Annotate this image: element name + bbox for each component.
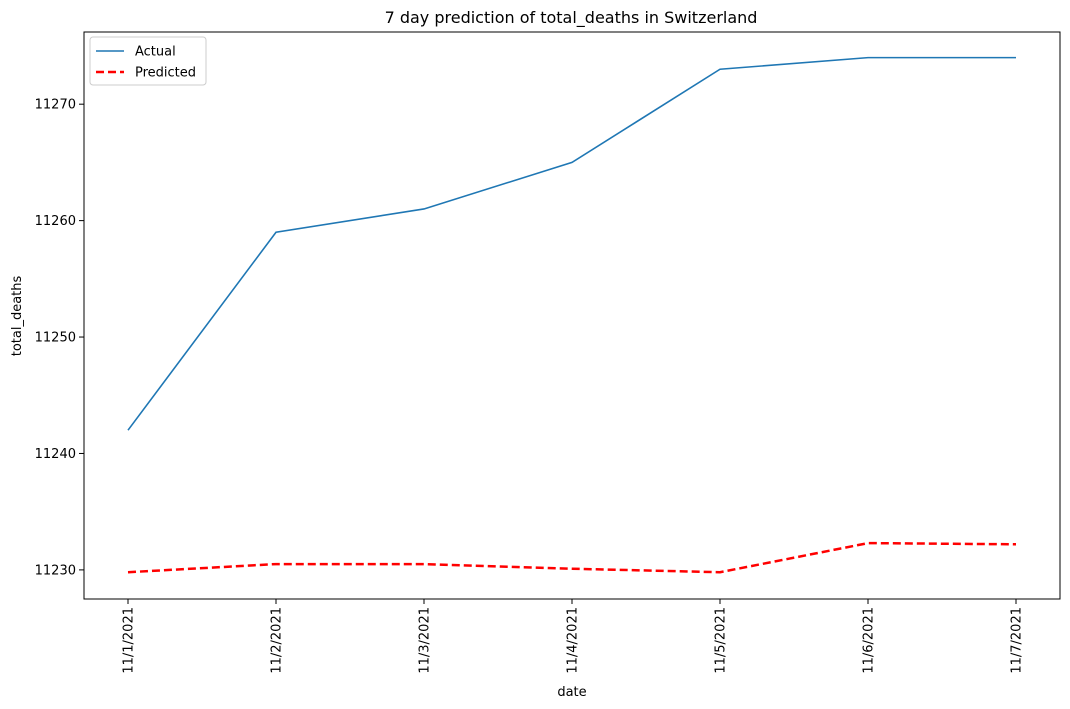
plot-area <box>83 31 1061 600</box>
x-tick-label: 11/6/2021 <box>862 607 877 674</box>
x-tick-label: 11/3/2021 <box>418 607 433 674</box>
x-tick-label: 11/4/2021 <box>566 607 581 674</box>
x-tick-label: 11/7/2021 <box>1010 607 1025 674</box>
legend-label-predicted: Predicted <box>135 66 196 81</box>
y-tick-label: 11270 <box>35 98 76 113</box>
legend: Actual Predicted <box>89 36 207 86</box>
x-tick-label: 11/2/2021 <box>270 607 285 674</box>
x-tick-label: 11/5/2021 <box>714 607 729 674</box>
y-tick-label: 11260 <box>35 214 76 229</box>
series-line-actual <box>127 56 1016 431</box>
chart-title: 7 day prediction of total_deaths in Swit… <box>385 8 758 28</box>
y-axis: 11230 11240 11250 11260 11270 <box>35 98 84 578</box>
legend-label-actual: Actual <box>135 45 176 60</box>
y-tick-label: 11240 <box>35 447 76 462</box>
x-axis: 11/1/2021 11/2/2021 11/3/2021 11/4/2021 11/5… <box>122 599 1025 674</box>
y-tick-label: 11230 <box>35 563 76 578</box>
x-axis-label: date <box>557 685 586 700</box>
y-tick-label: 11250 <box>35 331 76 346</box>
x-tick-label: 11/1/2021 <box>122 607 137 674</box>
series-layer <box>127 56 1017 574</box>
legend-box <box>89 36 207 86</box>
y-axis-label: total_deaths <box>10 276 25 357</box>
series-line-predicted <box>127 541 1017 574</box>
